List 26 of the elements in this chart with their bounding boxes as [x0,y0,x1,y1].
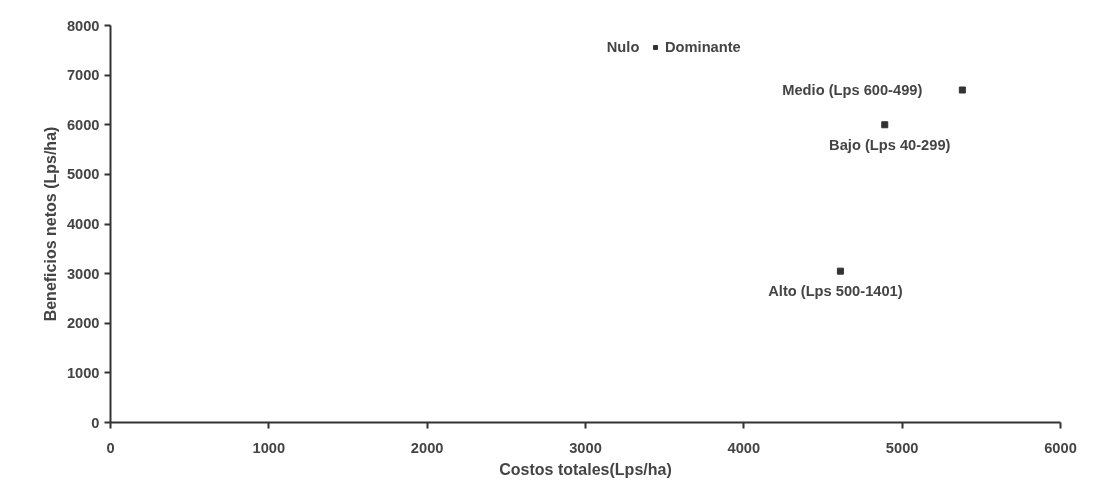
x-tick-label: 4000 [727,439,761,456]
x-tick-label: 1000 [252,439,286,456]
x-tick-label: 0 [106,439,115,456]
y-tick-label: 6000 [66,116,100,133]
y-tick-label: 1000 [66,364,100,381]
y-tick-label: 0 [91,414,100,431]
x-tick-label: 5000 [885,439,919,456]
annotation: Medio (Lps 600-499) [782,82,923,99]
y-tick-label: 5000 [66,166,100,183]
x-axis-title: Costos totales(Lps/ha) [499,460,672,478]
annotation: Bajo (Lps 40-299) [829,136,951,153]
x-tick-label: 2000 [410,439,444,456]
y-tick-label: 7000 [66,67,100,84]
annotation: Nulo [606,39,640,56]
point [836,267,844,275]
point [881,121,889,129]
x-tick-label: 6000 [1044,439,1077,456]
y-tick-label: 2000 [66,315,100,332]
point [958,86,966,94]
y-tick-label: 3000 [66,265,100,282]
x-tick-label: 3000 [569,439,602,456]
y-tick-label: 4000 [66,216,100,232]
y-tick-label: 8000 [66,17,100,34]
annotation: Alto (Lps 500-1401) [768,283,903,300]
legend-label: Dominante [665,39,741,55]
y-axis-title: Beneficios netos (Lps/ha) [41,126,59,322]
